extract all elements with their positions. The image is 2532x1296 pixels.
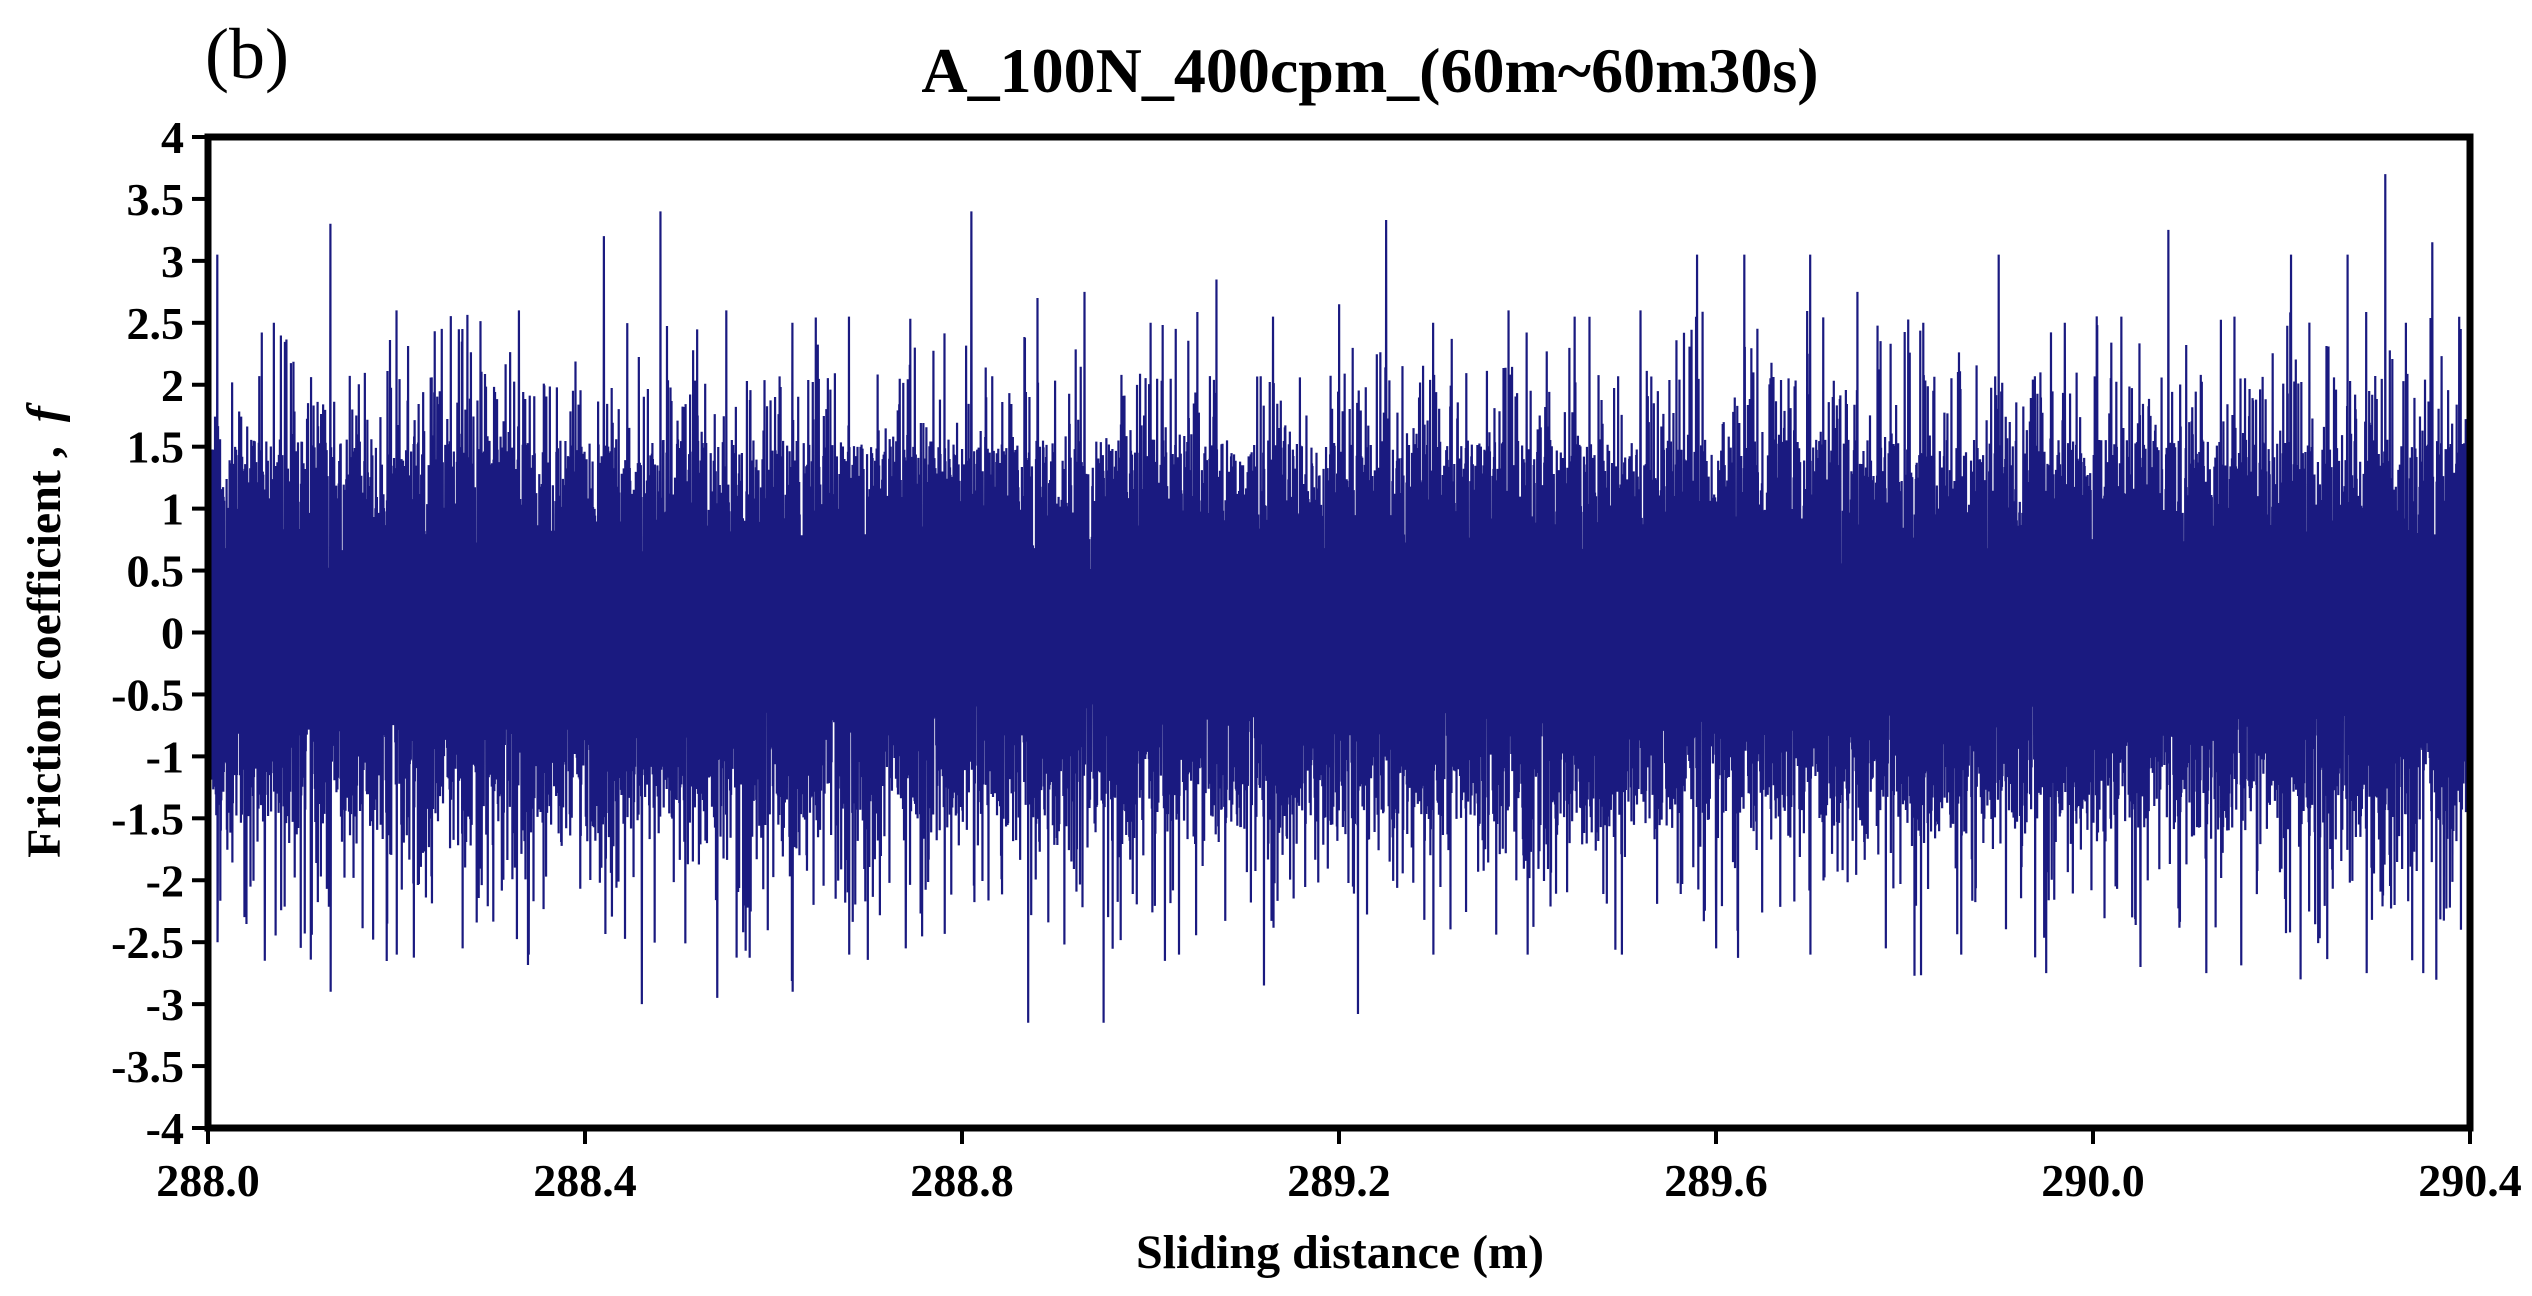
y-axis-title-text: Friction coefficient ,	[18, 446, 71, 858]
x-tick-label: 290.4	[2418, 1155, 2522, 1206]
y-tick-label: 2	[161, 360, 184, 411]
y-tick-label: 2.5	[127, 298, 185, 349]
panel-label: (b)	[205, 14, 289, 94]
x-axis-title: Sliding distance (m)	[1136, 1226, 1544, 1279]
y-tick-label: 3.5	[127, 174, 185, 225]
y-tick-label: 0	[161, 608, 184, 659]
x-tick-label: 288.8	[910, 1155, 1014, 1206]
series-layer	[206, 174, 2472, 1023]
x-tick-label: 289.6	[1664, 1155, 1768, 1206]
friction-series-line	[206, 174, 2472, 1023]
plot-frame	[204, 133, 2474, 1132]
y-tick-label: 4	[161, 112, 184, 163]
y-tick-label: -3	[146, 979, 184, 1030]
y-tick-label: -2.5	[111, 917, 184, 968]
y-tick-label: 0.5	[127, 546, 185, 597]
y-tick-label: -0.5	[111, 669, 184, 720]
y-tick-label: 3	[161, 236, 184, 287]
x-tick-label: 288.0	[156, 1155, 260, 1206]
x-tick-label: 290.0	[2041, 1155, 2145, 1206]
y-tick-label: -1	[146, 731, 184, 782]
y-axis-ticks: 4 3.5 3 2.5 2 1.5 1 0.5 0 -0.5 -1 -1.5 -2 -2.5 -3 -3.5 -…	[111, 112, 208, 1154]
x-axis-ticks: 288.0 288.4 288.8 289.2 289.6 290.0 290.4	[156, 1128, 2522, 1206]
y-tick-label: -2	[146, 855, 184, 906]
y-axis-title: Friction coefficient , f	[18, 402, 71, 858]
chart-title: A_100N_400cpm_(60m~60m30s)	[921, 35, 1818, 106]
y-tick-label: -4	[146, 1103, 184, 1154]
y-axis-title-symbol: f	[18, 402, 71, 422]
x-tick-label: 288.4	[533, 1155, 637, 1206]
y-tick-label: -3.5	[111, 1041, 184, 1092]
y-tick-label: -1.5	[111, 793, 184, 844]
y-tick-label: 1	[161, 484, 184, 535]
y-tick-label: 1.5	[127, 422, 185, 473]
x-tick-label: 289.2	[1287, 1155, 1391, 1206]
